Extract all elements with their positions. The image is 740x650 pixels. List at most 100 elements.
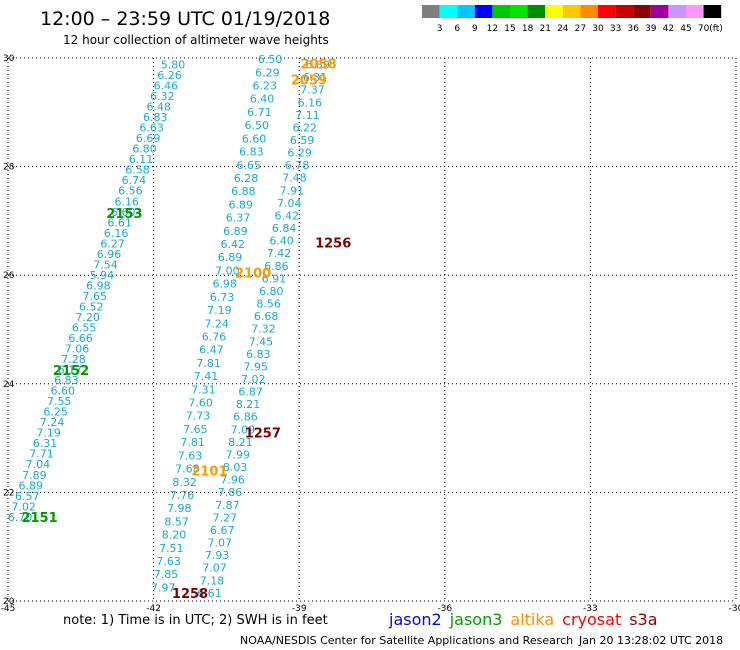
wave-height-value: 7.27 xyxy=(213,511,238,524)
wave-height-value: 6.60 xyxy=(51,385,76,398)
wave-height-value: 6.89 xyxy=(305,59,330,72)
colorbar-tick-label: 6 xyxy=(454,24,460,34)
wave-height-value: 7.73 xyxy=(186,410,211,423)
wave-height-value: 7.18 xyxy=(200,574,225,587)
wave-height-value: 8.21 xyxy=(228,436,253,449)
wave-height-value: 6.23 xyxy=(252,80,277,93)
colorbar-swatch xyxy=(545,5,563,18)
wave-height-value: 6.80 xyxy=(259,285,284,298)
y-tick-label: 24 xyxy=(3,380,15,390)
wave-height-value: 6.73 xyxy=(210,291,235,304)
pass-number-label: 2059 xyxy=(291,74,327,89)
wave-height-value: 6.68 xyxy=(254,310,279,323)
wave-height-value: 6.65 xyxy=(236,159,261,172)
wave-height-value: 6.56 xyxy=(118,185,143,198)
wave-height-value: 7.20 xyxy=(75,311,100,324)
wave-height-value: 6.37 xyxy=(226,212,251,225)
credit-text: NOAA/NESDIS Center for Satellite Applica… xyxy=(240,634,574,647)
wave-height-value: 6.86 xyxy=(233,411,258,424)
wave-height-value: 7.09 xyxy=(231,423,256,436)
wave-height-value: 7.19 xyxy=(36,427,61,440)
wave-height-value: 6.48 xyxy=(147,101,172,114)
wave-height-value: 6.91 xyxy=(262,272,287,285)
wave-height-value: 7.07 xyxy=(202,562,227,575)
wave-height-value: 7.55 xyxy=(47,395,72,408)
wave-height-value: 7.65 xyxy=(183,423,208,436)
wave-height-value: 6.17 xyxy=(58,364,83,377)
colorbar-swatch xyxy=(457,5,475,18)
wave-height-value: 6.58 xyxy=(125,164,150,177)
x-tick-label: -42 xyxy=(146,604,161,612)
colorbar-tick-label: 12 xyxy=(487,24,498,34)
pass-number-label: 1257 xyxy=(245,427,281,442)
wave-height-value: 7.54 xyxy=(93,258,118,271)
wave-height-value: 7.81 xyxy=(196,357,221,370)
pass-number-label: 2151 xyxy=(21,511,57,526)
wave-height-value: 6.47 xyxy=(199,344,224,357)
wave-height-value: 7.48 xyxy=(282,172,307,185)
y-tick-label: 30 xyxy=(3,54,15,64)
wave-height-value: 7.02 xyxy=(11,500,36,513)
colorbar-tick-label: 42 xyxy=(663,24,674,34)
pass-number-label: 1256 xyxy=(315,237,351,252)
wave-height-value: 7.11 xyxy=(295,109,320,122)
wave-height-value: 6.16 xyxy=(115,195,140,208)
wave-height-value: 6.22 xyxy=(293,121,318,134)
wave-height-value: 7.42 xyxy=(267,247,292,260)
colorbar-swatch xyxy=(439,5,458,18)
colorbar-swatch xyxy=(492,5,510,18)
wave-height-value: 7.02 xyxy=(241,373,266,386)
pass-number-label: 2058 xyxy=(301,57,337,72)
wave-height-value: 7.37 xyxy=(300,84,325,97)
wave-height-value: 6.61 xyxy=(197,587,222,600)
wave-height-value: 7.45 xyxy=(249,335,274,348)
wave-height-value: 7.65 xyxy=(83,290,108,303)
wave-height-value: 8.03 xyxy=(223,461,248,474)
wave-height-value: 6.28 xyxy=(234,172,259,185)
colorbar-swatch xyxy=(422,5,440,18)
wave-height-value: 6.83 xyxy=(239,146,264,159)
wave-height-value: 6.98 xyxy=(86,279,111,292)
wave-height-value: 7.04 xyxy=(277,197,302,210)
wave-height-value: 6.50 xyxy=(258,53,283,66)
wave-height-value: 7.97 xyxy=(151,581,176,594)
wave-height-value: 6.66 xyxy=(68,332,93,345)
colorbar-tick-label: 36 xyxy=(627,24,639,34)
wave-height-value: 6.52 xyxy=(79,300,104,313)
wave-height-value: 7.04 xyxy=(26,458,51,471)
wave-height-value: 6.83 xyxy=(54,374,79,387)
pass-number-label: 1258 xyxy=(172,587,208,602)
wave-height-value: 6.55 xyxy=(72,321,97,334)
y-tick-label: 22 xyxy=(3,488,14,498)
wave-height-value: 7.06 xyxy=(65,343,90,356)
wave-height-value: 7.99 xyxy=(226,448,251,461)
map-title: 12:00 – 23:59 UTC 01/19/2018 xyxy=(40,8,331,30)
wave-height-value: 6.89 xyxy=(19,479,44,492)
colorbar-tick-label: 33 xyxy=(610,24,621,34)
wave-height-value: 7.63 xyxy=(178,449,203,462)
wave-height-value: 6.89 xyxy=(228,198,253,211)
wave-height-value: 6.98 xyxy=(212,278,237,291)
wave-height-value: 6.67 xyxy=(210,524,235,537)
wave-height-value: 7.93 xyxy=(205,549,230,562)
wave-height-value: 6.63 xyxy=(139,122,164,135)
colorbar-swatch xyxy=(615,5,634,18)
wave-height-value: 6.11 xyxy=(129,153,154,166)
wave-height-value: 7.24 xyxy=(204,317,229,330)
colorbar-swatch xyxy=(510,5,528,18)
colorbar-tick-label: 39 xyxy=(645,24,657,34)
wave-height-value: 6.61 xyxy=(107,216,132,229)
wave-height-value: 7.96 xyxy=(220,474,245,487)
wave-height-value: 7.86 xyxy=(218,486,243,499)
wave-height-value: 7.98 xyxy=(167,502,192,515)
wave-height-value: 7.24 xyxy=(40,416,65,429)
wave-height-value: 6.25 xyxy=(43,406,68,419)
y-tick-label: 20 xyxy=(3,597,15,607)
wave-height-value: 6.57 xyxy=(15,490,40,503)
wave-height-value: 7.85 xyxy=(154,568,179,581)
pass-number-label: 2100 xyxy=(235,266,271,281)
colorbar-tick-label: 70 xyxy=(698,24,710,34)
wave-height-value: 7.91 xyxy=(280,184,305,197)
colorbar-swatch xyxy=(650,5,669,18)
colorbar-swatch xyxy=(686,5,704,18)
